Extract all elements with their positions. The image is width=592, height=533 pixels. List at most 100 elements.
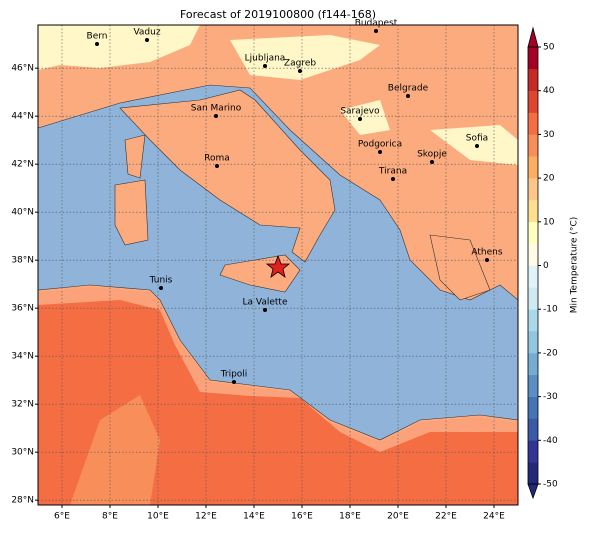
colorbar-label: Min Temperature (°C) [570,217,580,314]
city-dot [485,258,489,262]
colorbar-tick-label: 50 [543,43,555,53]
colorbar-band [528,440,538,463]
city-label: Athens [471,248,502,258]
colorbar-band [528,199,538,223]
y-tick-label: 40°N [11,208,34,218]
colorbar-band [528,309,538,332]
city-dot [159,286,163,290]
city-label: Tirana [378,167,407,177]
colorbar-extend-bottom [527,483,539,500]
city-label: Budapest [355,19,398,29]
colorbar-band [528,221,538,244]
x-tick-label: 18°E [339,512,361,522]
x-tick-label: 24°E [483,512,505,522]
colorbar-tick-label: -20 [543,348,558,358]
city-dot [406,94,410,98]
colorbar-tick-label: -30 [543,392,558,402]
y-tick-label: 32°N [11,400,34,410]
islands [114,134,149,246]
city-label: Ljubljana [245,54,286,64]
city-dot [263,64,267,68]
star-marker [265,254,291,278]
city-label: Belgrade [388,84,429,94]
colorbar-band [528,352,538,376]
x-tick-label: 22°E [435,512,457,522]
colorbar-tick-label: -50 [543,480,558,490]
x-tick-label: 8°E [102,512,118,522]
x-tick-label: 14°E [243,512,265,522]
colorbar-extend-top [527,26,539,48]
city-label: Sofia [466,134,488,144]
city-dot [214,114,218,118]
city-dot [374,29,378,33]
y-tick-label: 42°N [11,160,34,170]
city-label: Podgorica [358,140,402,150]
city-label: Bern [87,32,108,42]
graticule [38,25,518,505]
y-tick-label: 30°N [11,448,34,458]
y-tick-label: 34°N [11,352,34,362]
colorbar-tick-label: -10 [543,305,558,315]
city-dot [378,150,382,154]
city-label: Vaduz [133,28,160,38]
city-label: La Valette [243,298,288,308]
city-label: Tripoli [220,370,248,380]
city-dot [232,380,236,384]
colorbar-tick-label: 30 [543,130,555,140]
city-label: Zagreb [284,59,316,69]
colorbar-band [528,462,538,485]
colorbar-band [528,90,538,113]
colorbar-band [528,178,538,201]
cool-land [38,25,518,165]
city-dot [475,144,479,148]
colorbar-band [528,68,538,91]
colorbar: -50 -40 -30 -20 -10 0 10 20 30 40 50 [527,26,558,500]
colorbar-band [528,374,538,397]
colorbar-band [528,134,538,157]
y-tick-label: 46°N [11,64,34,74]
x-tick-label: 20°E [387,512,409,522]
city-dot [95,42,99,46]
city-label: San Marino [191,104,242,114]
y-tick-label: 36°N [11,304,34,314]
city-dot [430,160,434,164]
city-dot [215,164,219,168]
y-tick-label: 44°N [11,112,34,122]
colorbar-tick-label: 20 [543,174,555,184]
colorbar-tick-label: 0 [543,261,549,271]
city-dot [263,308,267,312]
city-dot [298,69,302,73]
y-tick-label: 38°N [11,256,34,266]
colorbar-band [528,287,538,310]
city-dot [145,38,149,42]
x-tick-label: 6°E [54,512,70,522]
colorbar-band [528,47,538,70]
colorbar-band [528,265,538,288]
colorbar-band [528,396,538,419]
italy [119,89,336,263]
map-frame [37,24,519,506]
colorbar-band [528,331,538,354]
colorbar-band [528,243,538,266]
colorbar-tick-label: 40 [543,86,555,96]
colorbar-band [528,156,538,179]
x-tick-label: 16°E [291,512,313,522]
x-tick-label: 12°E [195,512,217,522]
colorbar-tick-label: 10 [543,217,555,227]
colorbar-band [528,418,538,441]
city-label: Roma [204,154,230,164]
africa-patch [70,395,160,505]
city-label: Skopje [417,150,447,160]
x-tick-label: 10°E [147,512,169,522]
colorbar-tick-label: -40 [543,436,558,446]
city-dot [391,177,395,181]
colorbar-band [528,112,538,135]
y-tick-label: 28°N [11,496,34,506]
city-label: Sarajevo [340,107,380,117]
greece [429,234,491,301]
title: Forecast of 2019100800 (f144-168) [180,8,376,21]
city-dot [358,117,362,121]
